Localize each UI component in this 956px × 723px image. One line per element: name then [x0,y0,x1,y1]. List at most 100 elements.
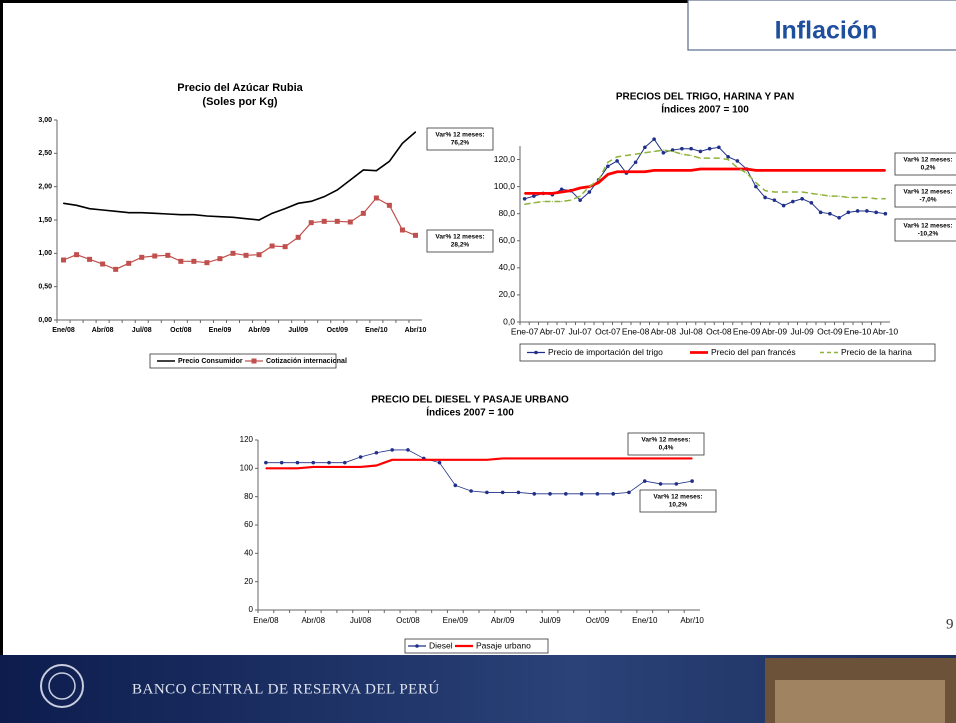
point [764,190,766,192]
point [167,213,169,215]
point [533,457,535,460]
point [611,492,615,496]
point [884,198,886,200]
point [295,234,301,240]
annotation-text: Var% 12 meses: [435,132,484,139]
point [502,457,504,460]
x-tick-label: Jul-09 [791,326,814,336]
point [88,208,91,210]
x-tick-label: Ene-07 [511,326,539,336]
x-tick-label: Oct-09 [817,326,843,336]
x-tick-label: Abr/10 [680,616,704,625]
point [809,201,814,205]
point [718,168,720,170]
point [746,168,748,170]
point [644,457,646,460]
point [783,191,785,193]
chart-title: Precio del Azúcar Rubia [177,82,303,94]
y-tick-label: 80,0 [498,208,515,218]
point [128,212,130,214]
chart-title: PRECIOS DEL TRIGO, HARINA Y PAN [616,92,794,103]
point [256,252,262,258]
annotation-value: 10,2% [669,502,688,509]
annotation-text: Var% 12 meses: [641,437,690,444]
point [699,168,701,170]
point [773,191,775,193]
point [62,202,65,204]
point [414,131,417,133]
point [690,169,692,171]
legend-label: Precio del pan francés [711,347,796,357]
annotation-value: 0,2% [921,165,936,172]
point [616,171,618,173]
point [606,164,610,169]
point [204,260,210,266]
point [810,192,812,194]
chart-subtitle: Índices 2007 = 100 [426,406,514,419]
point [362,169,364,171]
annotation-box [639,489,717,513]
point [662,169,664,171]
y-tick-label: 0 [249,605,254,614]
legend-box [149,353,337,369]
point [598,179,600,181]
point [561,191,563,193]
point [61,257,67,263]
point [391,459,393,461]
series-line [524,149,886,205]
point [284,208,286,210]
point [217,256,223,262]
point [321,218,327,224]
chart-subtitle: Índices 2007 = 100 [661,103,749,116]
point [141,212,143,214]
point [625,154,627,157]
point [755,169,757,171]
y-tick-label: 2,50 [38,150,52,157]
point [644,152,646,154]
logo [40,664,84,708]
point [437,460,442,465]
point [102,209,104,211]
annotation-text: Var% 12 meses: [903,157,952,164]
annotation-box [894,218,956,242]
point [360,210,366,216]
point [736,168,738,170]
point [800,197,804,201]
point [74,252,80,258]
annotation-value: 28,2% [451,242,470,249]
point [838,169,840,171]
point [549,457,551,460]
x-tick-label: Ene-10 [844,326,872,336]
point [579,187,581,189]
y-tick-label: 1,50 [38,217,52,224]
point [717,145,721,150]
point [375,170,377,172]
x-tick-label: Oct-08 [706,326,732,336]
point [847,196,849,199]
annotation-value: -10,2% [918,231,939,238]
point [857,169,859,171]
point [681,153,683,155]
point [680,146,684,151]
point [755,181,757,184]
point [312,466,314,468]
point [180,214,182,216]
point [857,196,859,199]
x-tick-label: Ene/10 [632,616,658,625]
point [612,457,614,460]
x-tick-label: Oct/08 [170,327,192,334]
legend-label: Precio de la harina [841,347,912,357]
point [100,261,106,267]
point [875,198,877,200]
point [561,200,563,203]
point [820,194,822,196]
point [336,189,338,191]
point [690,479,694,483]
point [801,169,803,171]
point [699,157,701,159]
point [783,169,785,171]
point [670,148,675,152]
point [358,455,363,459]
point [570,199,572,201]
point [773,169,775,171]
